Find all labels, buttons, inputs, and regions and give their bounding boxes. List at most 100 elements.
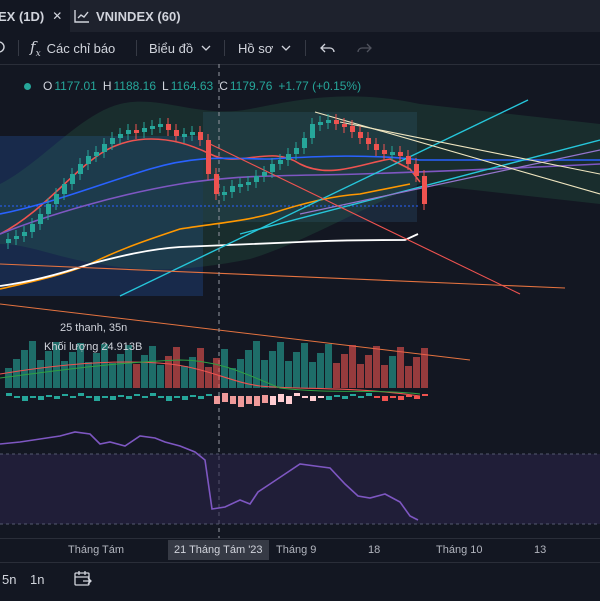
macd-bar bbox=[262, 395, 268, 403]
ma-orange bbox=[0, 183, 411, 290]
volume-bar bbox=[269, 351, 276, 388]
candle-body bbox=[118, 134, 123, 138]
candle-body bbox=[30, 224, 35, 232]
tab-vnindex[interactable]: VNINDEX (60) bbox=[74, 0, 181, 32]
macd-bar bbox=[190, 395, 196, 397]
macd-bar bbox=[270, 396, 276, 405]
candle-body bbox=[94, 152, 99, 156]
macd-bar bbox=[118, 395, 124, 397]
chart-tab-icon bbox=[74, 10, 89, 23]
volume-bar bbox=[253, 341, 260, 388]
macd-bar bbox=[422, 394, 428, 396]
volume-bar bbox=[261, 360, 268, 388]
candle-body bbox=[374, 144, 379, 150]
axis-label: Tháng 9 bbox=[276, 544, 317, 556]
macd-bar bbox=[166, 396, 172, 401]
timeframe-5n[interactable]: 5n bbox=[2, 572, 17, 587]
trendline-red-2 bbox=[209, 143, 521, 295]
candle-body bbox=[198, 132, 203, 140]
volume-bar bbox=[301, 343, 308, 388]
macd-bar bbox=[62, 394, 68, 396]
candle-body bbox=[270, 164, 275, 172]
time-axis[interactable]: Tháng Tám 21 Tháng Tám '23 Tháng 9 18 Th… bbox=[0, 538, 600, 563]
open-label: O bbox=[43, 79, 53, 93]
volume-bar bbox=[181, 366, 188, 388]
volume-bar bbox=[45, 351, 52, 388]
ohlc-legend: O 1177.01 H 1188.16 L 1164.63 C 1179.76 +1.7… bbox=[0, 76, 363, 96]
date-range-icon[interactable] bbox=[74, 571, 92, 590]
macd-bar bbox=[310, 396, 316, 401]
candle-body bbox=[174, 130, 179, 136]
candle-body bbox=[214, 174, 219, 194]
candle-body bbox=[6, 239, 11, 243]
candle-body bbox=[278, 160, 283, 164]
redo-icon[interactable] bbox=[356, 32, 372, 64]
candle-body bbox=[294, 148, 299, 154]
macd-bar bbox=[158, 396, 164, 398]
trendline-red-1 bbox=[0, 263, 566, 289]
macd-bar bbox=[254, 396, 260, 406]
volume-bar bbox=[293, 352, 300, 388]
volume-bar bbox=[277, 342, 284, 388]
candle-body bbox=[238, 184, 243, 187]
trendline-cyan-1 bbox=[119, 99, 529, 297]
volume-bar bbox=[213, 358, 220, 388]
trendline-red-3 bbox=[0, 303, 471, 361]
range-box-left bbox=[0, 136, 203, 296]
macd-bar bbox=[86, 396, 92, 398]
macd-bar bbox=[214, 396, 220, 404]
candle-body bbox=[190, 132, 195, 135]
candle-body bbox=[102, 144, 107, 152]
candle-body bbox=[110, 138, 115, 144]
tab-current[interactable]: EX (1D) ✕ bbox=[0, 0, 70, 32]
candle-body bbox=[206, 140, 211, 174]
candles bbox=[6, 114, 427, 249]
macd-bar bbox=[206, 394, 212, 396]
indicators-label: Các chỉ báo bbox=[46, 40, 116, 56]
candle-body bbox=[246, 182, 251, 185]
price-chart[interactable] bbox=[0, 64, 600, 538]
volume-bar bbox=[341, 354, 348, 388]
macd-bar bbox=[398, 396, 404, 400]
candle-body bbox=[342, 124, 347, 127]
status-dot-icon bbox=[24, 82, 31, 90]
macd-bar bbox=[70, 396, 76, 398]
rsi-line bbox=[0, 431, 419, 521]
macd-bar bbox=[102, 396, 108, 398]
indicators-button[interactable]: fx Các chỉ báo bbox=[30, 32, 115, 64]
candle-body bbox=[70, 174, 75, 184]
candle-body bbox=[254, 176, 259, 182]
volume-bar bbox=[237, 359, 244, 388]
volume-bar bbox=[101, 344, 108, 388]
candle-body bbox=[422, 176, 427, 204]
close-value: 1179.76 bbox=[229, 79, 273, 93]
volume-bar bbox=[205, 367, 212, 388]
macd-bar bbox=[126, 396, 132, 399]
axis-label: 18 bbox=[368, 544, 381, 556]
volume-bar bbox=[221, 349, 228, 388]
macd-bar bbox=[366, 393, 372, 396]
high-label: H bbox=[102, 79, 112, 93]
volume-bar bbox=[349, 345, 356, 388]
undo-icon[interactable] bbox=[320, 32, 336, 64]
volume-bar bbox=[125, 345, 132, 388]
profile-button[interactable]: Hồ sơ bbox=[238, 32, 291, 64]
macd-bar bbox=[94, 396, 100, 401]
chart-type-button[interactable]: Biểu đồ bbox=[149, 32, 211, 64]
trendline-cream-2 bbox=[339, 121, 600, 175]
timeframe-1n[interactable]: 1n bbox=[30, 572, 45, 587]
symbol-search-icon[interactable] bbox=[0, 32, 10, 64]
candle-body bbox=[158, 124, 163, 127]
low-label: L bbox=[162, 79, 169, 93]
volume-bar bbox=[13, 359, 20, 388]
volume-bar bbox=[381, 365, 388, 388]
candle-body bbox=[334, 120, 339, 124]
macd-bar bbox=[134, 394, 140, 396]
close-icon[interactable]: ✕ bbox=[52, 9, 63, 23]
candle-body bbox=[54, 194, 59, 204]
candle-body bbox=[318, 122, 323, 125]
toolbar-divider bbox=[224, 40, 225, 56]
candle-body bbox=[142, 128, 147, 132]
high-value: 1188.16 bbox=[113, 79, 157, 93]
volume-bar bbox=[389, 356, 396, 388]
